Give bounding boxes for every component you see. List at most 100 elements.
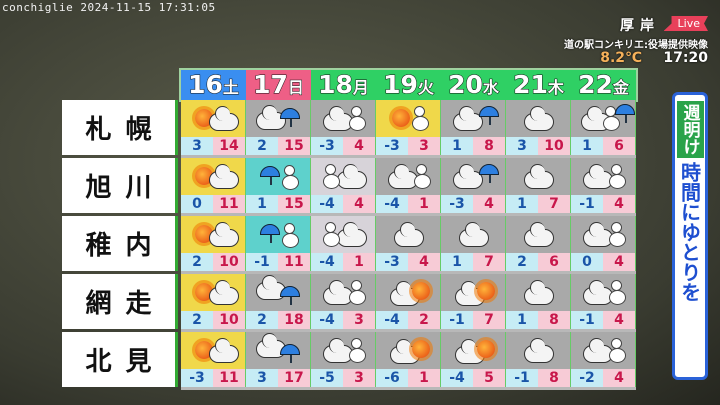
weather-icon-area xyxy=(441,216,505,253)
day-header: 16 土 xyxy=(181,70,246,100)
forecast-row: -3 11 3 17 -5 3 -6 1 -4 5 -1 8 -2 4 xyxy=(181,332,636,387)
min-temp: -1 xyxy=(441,311,473,329)
min-temp: 1 xyxy=(506,195,538,213)
umbrella-icon xyxy=(280,344,300,363)
forecast-cell: -3 11 xyxy=(181,332,246,387)
weather-icon-area xyxy=(376,158,440,195)
current-time: 17:20 xyxy=(663,50,708,66)
forecast-row: 3 14 2 15 -3 4 -3 3 1 8 3 10 1 6 xyxy=(181,100,636,155)
weather-icon-area xyxy=(506,216,570,253)
snowman-icon xyxy=(609,280,626,305)
min-temp: 3 xyxy=(506,137,538,155)
weather-icon-area xyxy=(441,332,505,369)
weather-icon-area xyxy=(506,158,570,195)
banner-tag: 週明け xyxy=(676,101,704,158)
max-temp: 7 xyxy=(538,195,570,213)
cloud-icon xyxy=(209,164,239,189)
day-date: 16 xyxy=(188,70,224,100)
temperature-strip: -4 2 xyxy=(376,311,440,329)
temperature-strip: -3 4 xyxy=(311,137,375,155)
max-temp: 11 xyxy=(213,369,245,387)
sun-icon xyxy=(477,340,495,358)
weather-icon-area xyxy=(246,100,310,137)
min-temp: 0 xyxy=(571,253,603,271)
min-temp: -6 xyxy=(376,369,408,387)
max-temp: 4 xyxy=(473,195,505,213)
max-temp: 1 xyxy=(408,369,440,387)
location-label: 厚岸 xyxy=(620,18,660,34)
snowman-icon xyxy=(609,222,626,247)
max-temp: 4 xyxy=(603,369,635,387)
forecast-cell: -6 1 xyxy=(376,332,441,387)
max-temp: 3 xyxy=(408,137,440,155)
day-header: 21 木 xyxy=(506,70,571,100)
min-temp: 1 xyxy=(571,137,603,155)
sun-icon xyxy=(392,109,410,127)
sun-icon xyxy=(195,167,213,185)
day-date: 19 xyxy=(383,70,419,100)
forecast-cell: -1 4 xyxy=(571,274,636,329)
snowman-icon xyxy=(349,106,366,131)
forecast-cell: 2 10 xyxy=(181,274,246,329)
weather-icon-area xyxy=(506,100,570,137)
cloud-icon xyxy=(453,164,483,189)
forecast-cell: -3 4 xyxy=(441,158,506,213)
max-temp: 5 xyxy=(473,369,505,387)
max-temp: 7 xyxy=(473,311,505,329)
umbrella-icon xyxy=(260,224,280,243)
forecast-cell: -4 3 xyxy=(311,274,376,329)
min-temp: 2 xyxy=(246,137,278,155)
min-temp: -4 xyxy=(376,195,408,213)
cloud-icon xyxy=(323,280,353,305)
snowman-icon xyxy=(282,165,299,190)
weather-icon-area xyxy=(506,332,570,369)
cloud-icon xyxy=(209,338,239,363)
max-temp: 17 xyxy=(278,369,310,387)
weather-icon-area xyxy=(376,216,440,253)
forecast-cell: -4 1 xyxy=(311,216,376,271)
temperature-strip: 1 15 xyxy=(246,195,310,213)
forecast-cell: 3 10 xyxy=(506,100,571,155)
max-temp: 15 xyxy=(278,137,310,155)
cloud-icon xyxy=(455,339,485,364)
day-header: 18 月 xyxy=(311,70,376,100)
forecast-cell: -3 4 xyxy=(311,100,376,155)
weather-icon-area xyxy=(311,216,375,253)
weather-icon-area xyxy=(246,158,310,195)
cloud-icon xyxy=(209,222,239,247)
weather-icon-area xyxy=(441,158,505,195)
day-date: 21 xyxy=(513,70,549,100)
forecast-cell: -4 2 xyxy=(376,274,441,329)
cloud-icon xyxy=(256,275,286,300)
umbrella-icon xyxy=(280,108,300,127)
min-temp: -1 xyxy=(571,311,603,329)
min-temp: -2 xyxy=(571,369,603,387)
forecast-cell: -1 8 xyxy=(506,332,571,387)
max-temp: 4 xyxy=(603,311,635,329)
min-temp: -3 xyxy=(181,369,213,387)
min-temp: -4 xyxy=(376,311,408,329)
max-temp: 10 xyxy=(213,311,245,329)
forecast-cell: 2 15 xyxy=(246,100,311,155)
max-temp: 11 xyxy=(213,195,245,213)
city-name: 札幌 xyxy=(62,100,178,155)
max-temp: 4 xyxy=(343,195,375,213)
umbrella-icon xyxy=(479,106,499,125)
max-temp: 3 xyxy=(343,369,375,387)
city-name: 稚内 xyxy=(62,216,178,271)
forecast-grid: 3 14 2 15 -3 4 -3 3 1 8 3 10 1 6 0 11 1 15 -4 4 -4 1 -3 4 1 7 -1 4 2… xyxy=(181,100,636,390)
cloud-icon xyxy=(337,164,367,189)
temperature-strip: 3 17 xyxy=(246,369,310,387)
cloud-icon xyxy=(256,105,286,130)
snowman-icon xyxy=(282,223,299,248)
max-temp: 10 xyxy=(538,137,570,155)
max-temp: 8 xyxy=(538,311,570,329)
forecast-cell: -3 4 xyxy=(376,216,441,271)
temperature-strip: -3 4 xyxy=(441,195,505,213)
forecast-cell: -4 5 xyxy=(441,332,506,387)
weather-icon-area xyxy=(246,332,310,369)
weather-icon-area xyxy=(571,274,635,311)
weather-icon-area xyxy=(181,158,245,195)
